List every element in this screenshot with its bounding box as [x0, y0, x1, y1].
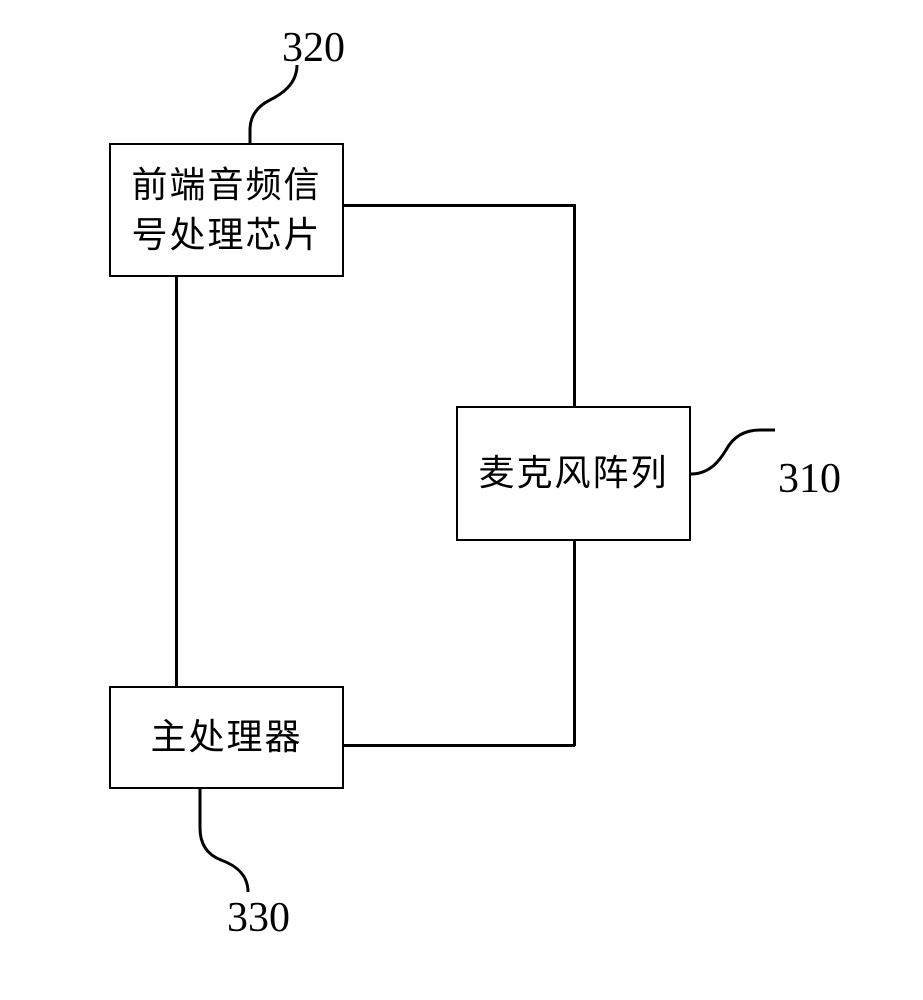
node-main-processor: 主处理器	[109, 686, 344, 789]
node-front-end-line1: 前端音频信	[131, 165, 321, 205]
node-front-end: 前端音频信 号处理芯片	[109, 143, 344, 277]
edge-front-to-main	[175, 277, 178, 686]
ref-label-310: 310	[778, 455, 841, 503]
edge-mic-to-main-v	[573, 541, 576, 746]
node-front-end-line2: 号处理芯片	[131, 215, 321, 255]
edge-front-to-mic-h	[344, 204, 575, 207]
edge-front-to-mic-v	[573, 204, 576, 406]
node-front-end-text: 前端音频信 号处理芯片	[131, 160, 321, 261]
node-mic-array-text: 麦克风阵列	[478, 448, 668, 498]
block-diagram: 前端音频信 号处理芯片 麦克风阵列 主处理器 320 310 330	[0, 0, 923, 1000]
ref-label-320: 320	[282, 24, 345, 72]
node-mic-array: 麦克风阵列	[456, 406, 691, 541]
ref-label-330: 330	[227, 894, 290, 942]
node-main-processor-text: 主处理器	[150, 712, 302, 762]
edge-mic-to-main-h	[344, 744, 575, 747]
